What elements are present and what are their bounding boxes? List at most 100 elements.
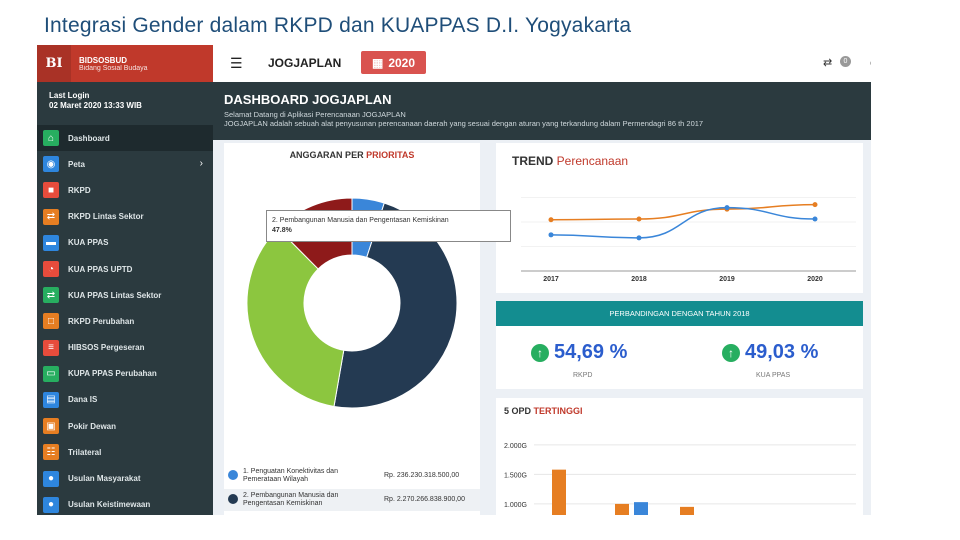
book-icon: ▤	[43, 391, 59, 408]
sidebar-item-trilateral[interactable]: ☷ Trilateral	[37, 439, 213, 465]
trend-point[interactable]	[812, 216, 818, 222]
sidebar-item-kua-ppas[interactable]: ▬ KUA PPAS	[37, 230, 213, 256]
trend-point[interactable]	[812, 202, 818, 208]
shuffle-icon: ⇄	[43, 208, 59, 225]
sidebar-item-rkpd[interactable]: ■ RKPD	[37, 177, 213, 203]
perbandingan-header: PERBANDINGAN DENGAN TAHUN 2018	[496, 301, 863, 326]
folder-outline-icon: ▭	[43, 365, 59, 382]
opd-title-a: 5 OPD	[504, 406, 534, 416]
opd-title-b: TERTINGGI	[533, 406, 583, 416]
sidebar-item-kua-ppas-uptd[interactable]: ◔ KUA PPAS UPTD	[37, 256, 213, 282]
y-tick-label: 2.000G	[504, 443, 527, 450]
year-selector-button[interactable]: ▦ 2020	[361, 51, 426, 74]
legend-row: 2. Pembangunan Manusia dan Pengentasan K…	[224, 489, 480, 511]
shuffle-icon[interactable]: ⇄	[823, 57, 833, 69]
notification-badge: 0	[840, 56, 851, 67]
opd-bar[interactable]	[634, 502, 648, 515]
sidebar-item-dana-is[interactable]: ▤ Dana IS	[37, 387, 213, 413]
y-tick-label: 1.000G	[504, 502, 527, 509]
sidebar-item-label: HIBSOS Pergeseran	[68, 343, 145, 353]
sidebar-item-usulan-keistimewaan[interactable]: ● Usulan Keistimewaan	[37, 492, 213, 515]
sidebar-item-label: Usulan Keistimewaan	[68, 500, 151, 510]
arrow-up-icon: ↑	[722, 343, 740, 362]
trend-point[interactable]	[636, 235, 642, 241]
page-subtitle: Selamat Datang di Aplikasi Perencanaan J…	[224, 110, 406, 119]
sidebar: BI BIDSOSBUD Bidang Sosial Budaya Last L…	[37, 45, 213, 515]
sidebar-item-dashboard[interactable]: ⌂ Dashboard	[37, 125, 213, 152]
perbandingan-panel: PERBANDINGAN DENGAN TAHUN 2018 ↑ 54,69 %…	[496, 301, 863, 389]
opd-bar[interactable]	[680, 506, 694, 515]
dashboard-header: DASHBOARD JOGJAPLAN Selamat Datang di Ap…	[213, 82, 871, 140]
sidebar-item-label: KUA PPAS UPTD	[68, 264, 133, 274]
trend-point[interactable]	[636, 216, 642, 222]
sidebar-item-label: KUA PPAS	[68, 238, 109, 248]
legend-swatch	[228, 470, 238, 480]
brand-name: BIDSOSBUD	[79, 55, 128, 65]
sidebar-item-hibsos-pergeseran[interactable]: ≡ HIBSOS Pergeseran	[37, 335, 213, 361]
legend-row: 1. Penguatan Konektivitas dan Pemerataan…	[224, 465, 480, 487]
opd-bar[interactable]	[552, 469, 566, 515]
legend-label: 1. Penguatan Konektivitas dan Pemerataan…	[243, 468, 338, 483]
trash-icon: ▣	[43, 418, 59, 435]
brand[interactable]: BI BIDSOSBUD Bidang Sosial Budaya	[37, 45, 213, 82]
sidebar-item-rkpd-lintas-sektor[interactable]: ⇄ RKPD Lintas Sektor	[37, 204, 213, 230]
trend-line-chart: 2017 2018 2019 2020	[521, 197, 856, 283]
page-title: DASHBOARD JOGJAPLAN	[224, 92, 392, 107]
trend-title: TREND Perencanaan	[512, 154, 628, 168]
sidebar-menu: ⌂ Dashboard ◉ Peta › ■ RKPD ⇄ RKPD Lintas Sektor…	[37, 125, 213, 515]
anggaran-title: ANGGARAN PER PRIORITAS	[224, 143, 480, 160]
sidebar-item-label: Dashboard	[68, 133, 110, 143]
stat-rkpd: ↑ 54,69 %	[531, 341, 627, 364]
calendar-icon: ▦	[371, 55, 384, 70]
trend-line-2	[550, 206, 816, 239]
arrow-up-icon: ↑	[531, 343, 549, 362]
hamburger-menu-icon[interactable]: ☰	[230, 55, 243, 71]
trend-point[interactable]	[724, 205, 730, 211]
opd-panel: 5 OPD TERTINGGI 2.000G 1.500G 1.000G	[496, 398, 863, 515]
slide-title: Integrasi Gender dalam RKPD dan KUAPPAS …	[44, 14, 632, 37]
trend-point[interactable]	[548, 217, 554, 223]
folder-icon: ▬	[43, 234, 59, 251]
stat-kuappas: ↑ 49,03 %	[722, 341, 818, 364]
app-window: BI BIDSOSBUD Bidang Sosial Budaya Last L…	[37, 45, 871, 515]
sidebar-item-label: RKPD Lintas Sektor	[68, 212, 144, 222]
stat-rkpd-value: 54,69 %	[554, 341, 628, 363]
legend-value: Rp. 2.270.266.838.900,00	[384, 496, 465, 503]
donut-slice-2[interactable]	[333, 202, 458, 409]
opd-bar[interactable]	[615, 503, 629, 515]
sidebar-item-usulan-masyarakat[interactable]: ● Usulan Masyarakat	[37, 465, 213, 491]
app-name[interactable]: JOGJAPLAN	[268, 56, 342, 70]
sidebar-item-pokir-dewan[interactable]: ▣ Pokir Dewan	[37, 413, 213, 439]
sidebar-item-label: Peta	[68, 159, 85, 169]
tooltip-label: 2. Pembangunan Manusia dan Pengentasan K…	[272, 217, 449, 224]
sidebar-item-rkpd-perubahan[interactable]: □ RKPD Perubahan	[37, 308, 213, 334]
bookmark-icon: ■	[43, 182, 59, 199]
trend-title-a: TREND	[512, 154, 557, 168]
chat-icon[interactable]: ◉	[870, 56, 871, 69]
x-tick-label: 2017	[543, 276, 559, 283]
trend-point[interactable]	[548, 232, 554, 238]
stat-kuappas-value: 49,03 %	[745, 341, 819, 363]
bookmark-outline-icon: □	[43, 313, 59, 330]
sidebar-item-label: Usulan Masyarakat	[68, 474, 141, 484]
sidebar-item-kua-ppas-lintas-sektor[interactable]: ⇄ KUA PPAS Lintas Sektor	[37, 282, 213, 308]
tooltip-value: 47.8%	[272, 227, 292, 234]
year-label: 2020	[388, 55, 416, 70]
gauge-icon: ◔	[43, 261, 59, 278]
last-login-datetime: 02 Maret 2020 13:33 WIB	[49, 101, 142, 110]
sidebar-item-label: Pokir Dewan	[68, 421, 117, 431]
stat-rkpd-caption: RKPD	[573, 372, 593, 379]
sidebar-item-label: Trilateral	[68, 447, 102, 457]
anggaran-title-b: PRIORITAS	[366, 150, 415, 160]
sidebar-item-label: RKPD Perubahan	[68, 316, 135, 326]
sidebar-item-peta[interactable]: ◉ Peta ›	[37, 151, 213, 177]
opd-title: 5 OPD TERTINGGI	[504, 406, 583, 416]
brand-subtitle: Bidang Sosial Budaya	[79, 64, 148, 72]
trend-line-1	[550, 203, 816, 221]
y-tick-label: 1.500G	[504, 472, 527, 479]
legend-label: 2. Pembangunan Manusia dan Pengentasan K…	[243, 492, 339, 507]
sidebar-item-kupa-ppas-perubahan[interactable]: ▭ KUPA PPAS Perubahan	[37, 361, 213, 387]
anggaran-donut-chart	[246, 197, 458, 409]
map-marker-icon: ◉	[43, 156, 59, 173]
x-tick-label: 2020	[807, 276, 823, 283]
